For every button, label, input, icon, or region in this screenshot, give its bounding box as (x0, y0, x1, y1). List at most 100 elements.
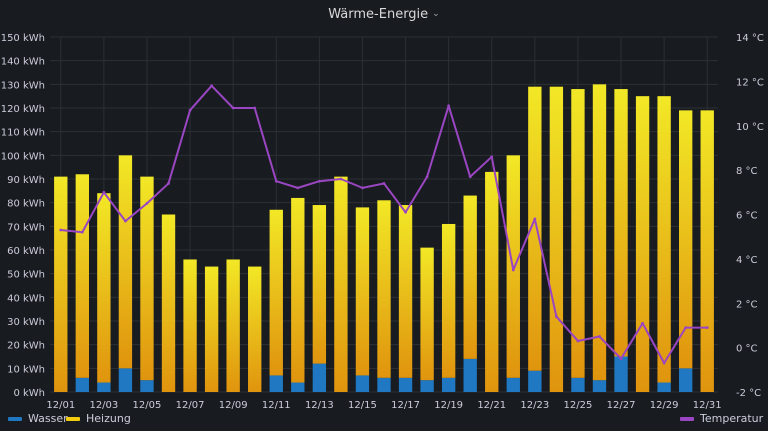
chevron-down-icon[interactable]: ⌄ (432, 9, 440, 19)
temperature-point (662, 361, 666, 365)
bar-heizung (355, 207, 370, 376)
y-tick-label-left: 80 kWh (7, 199, 45, 210)
bar-heizung (291, 197, 305, 383)
y-tick-label-right: 0 °C (736, 344, 758, 355)
temperature-point (188, 108, 192, 112)
bar-heizung (75, 174, 90, 378)
temperature-point (124, 219, 127, 223)
temperature-point (59, 228, 63, 232)
legend-label-wasser: Wasser (28, 412, 68, 425)
temperature-point (274, 179, 278, 183)
bar-wasser (592, 380, 607, 392)
bar-wasser (269, 375, 283, 392)
x-tick-label: 12/07 (176, 400, 205, 411)
y-tick-label-left: 40 kWh (7, 293, 45, 304)
bar-wasser (528, 370, 542, 392)
bar-wasser (614, 356, 628, 392)
temperature-point (145, 202, 149, 205)
bar-wasser (312, 363, 327, 392)
x-tick-label: 12/25 (564, 400, 593, 411)
legend-swatch-heizung (66, 416, 80, 421)
bar-heizung (161, 214, 176, 392)
panel-title[interactable]: Wärme-Energie (328, 6, 429, 22)
y-tick-label-right: 4 °C (736, 255, 758, 266)
temperature-point (425, 175, 429, 179)
x-tick-label: 12/19 (434, 400, 463, 411)
x-tick-label: 12/21 (477, 400, 506, 411)
temperature-point (210, 84, 214, 88)
temperature-point (317, 179, 321, 183)
temperature-point (511, 268, 515, 272)
x-tick-label: 12/13 (305, 400, 334, 411)
y-tick-label-right: -2 °C (736, 388, 761, 399)
bar-heizung (592, 84, 607, 381)
bar-heizung (635, 96, 650, 393)
temperature-point (167, 182, 170, 185)
temperature-point (253, 106, 257, 110)
bar-heizung (312, 205, 327, 364)
y-tick-label-left: 50 kWh (7, 270, 45, 281)
temperature-line (59, 84, 709, 365)
legend-item-wasser[interactable]: Wasser (8, 412, 68, 425)
bar-wasser (377, 377, 391, 392)
temperature-point (231, 106, 235, 110)
y-tick-label-left: 60 kWh (7, 246, 45, 257)
bar-heizung (420, 247, 434, 381)
y-axis-right: -2 °C 0 °C 2 °C 4 °C 6 °C 8 °C 10 °C 12 °C 14 °C (736, 33, 764, 399)
bar-wasser (118, 368, 133, 392)
bar-heizung (226, 259, 240, 392)
y-tick-label-left: 150 kWh (1, 33, 45, 44)
y-tick-label-left: 110 kWh (1, 128, 45, 139)
temperature-point (598, 335, 601, 338)
temperature-point (468, 175, 472, 179)
bar-heizung (528, 86, 542, 371)
legend-label-temperatur: Temperatur (700, 412, 764, 425)
temperature-point (404, 210, 407, 214)
x-tick-label: 12/03 (89, 400, 118, 411)
x-tick-label: 12/23 (520, 400, 549, 411)
bar-wasser (97, 382, 111, 392)
bar-heizung (657, 96, 671, 383)
y-tick-label-left: 10 kWh (7, 364, 45, 375)
bar-wasser (571, 377, 585, 392)
bar-wasser (441, 377, 456, 392)
temperature-point (554, 315, 558, 318)
y-tick-label-left: 30 kWh (7, 317, 45, 328)
bar-heizung (97, 193, 111, 383)
temperature-point (684, 326, 688, 330)
x-tick-label: 12/31 (693, 400, 722, 411)
temperature-point (361, 186, 364, 190)
legend-item-heizung[interactable]: Heizung (66, 412, 131, 425)
bar-heizung (463, 195, 477, 359)
y-tick-label-left: 20 kWh (7, 341, 45, 352)
y-tick-label-left: 100 kWh (1, 151, 45, 162)
y-tick-label-right: 6 °C (736, 211, 758, 222)
panel-header[interactable]: Wärme-Energie ⌄ (0, 0, 768, 28)
bar-heizung (377, 200, 391, 378)
y-tick-label-left: 120 kWh (1, 104, 45, 115)
x-tick-label: 12/17 (391, 400, 420, 411)
bar-heizung (614, 89, 628, 357)
x-tick-label: 12/05 (133, 400, 162, 411)
bar-series (54, 84, 714, 393)
temperature-point (576, 339, 580, 343)
bar-heizung (269, 209, 283, 376)
bar-heizung (571, 89, 585, 378)
bar-heizung (334, 176, 348, 392)
bar-wasser (75, 377, 90, 392)
bar-heizung (398, 205, 413, 378)
bar-heizung (441, 223, 456, 378)
temperature-point (339, 177, 343, 181)
y-tick-label-left: 140 kWh (1, 57, 45, 68)
legend-item-temperatur[interactable]: Temperatur (680, 412, 763, 425)
y-tick-label-right: 8 °C (736, 166, 758, 177)
y-tick-label-left: 130 kWh (1, 80, 45, 91)
bar-wasser (420, 380, 434, 392)
temperature-point (705, 326, 709, 330)
x-tick-label: 12/01 (46, 400, 75, 411)
bar-heizung (700, 110, 714, 392)
y-tick-label-right: 12 °C (736, 77, 764, 88)
bar-wasser (398, 377, 413, 392)
legend-swatch-temperatur (680, 416, 694, 421)
